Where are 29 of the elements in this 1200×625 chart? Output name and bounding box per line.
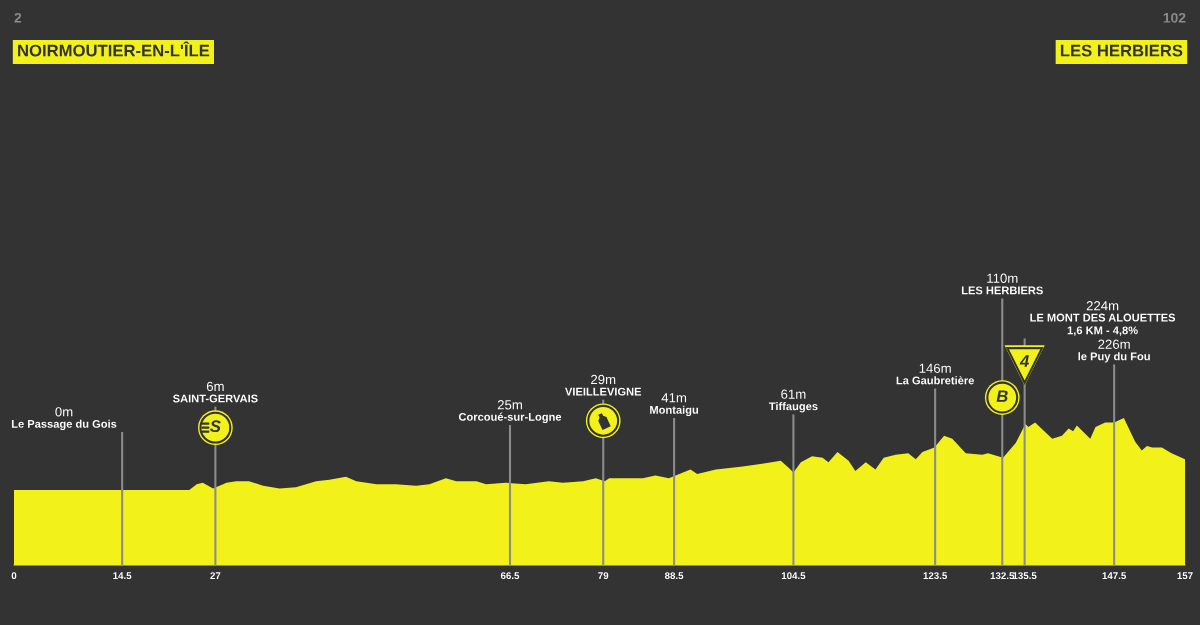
text: LES HERBIERS [1060,44,1183,57]
text: 102 [1163,12,1186,23]
x-tick-label: 66.5 [500,572,520,580]
x-tick-label: 0 [11,572,17,580]
x-tick-label: 147.5 [1102,572,1127,580]
ref-line-label: 226m le Puy du Fou [1078,339,1150,363]
text: 4 [1019,355,1029,367]
x-tick-label: 132.5 [990,572,1015,580]
ref-line-label: 0m Le Passage du Gois [11,407,117,431]
x-tick-label: 157 [1177,572,1193,580]
ref-line-label: 29m VIEILLEVIGNE [565,374,642,396]
x-tick-label: 79 [598,572,609,580]
x-tick-label: 27 [210,572,221,579]
ref-line-label: 110m LES HERBIERS [961,273,1043,295]
ref-line-label: 6m SAINT-GERVAIS [172,381,258,403]
x-tick-label: 104.5 [781,572,806,580]
text: NOIRMOUTIER-EN-L'ÎLE [18,41,210,57]
ref-line-label: 41m Montaigu [650,393,699,417]
ref-line-label: 224m LE MONT DES ALOUETTES 1,6 KM - 4,8% [1030,301,1176,336]
text: B [996,390,1008,402]
ref-line-label: 146m La Gaubretière [896,363,974,385]
annotation: S [210,420,221,433]
x-tick-label: 123.5 [923,572,948,580]
ref-line-label: 25m Corcoué-sur-Logne [458,400,562,424]
x-tick-label: 14.5 [113,572,132,580]
ref-line-label: 61m Tiffauges [768,389,818,413]
x-tick-label: 88.5 [664,572,684,580]
text: 2 [14,12,22,23]
x-tick-label: 135.5 [1013,572,1037,580]
